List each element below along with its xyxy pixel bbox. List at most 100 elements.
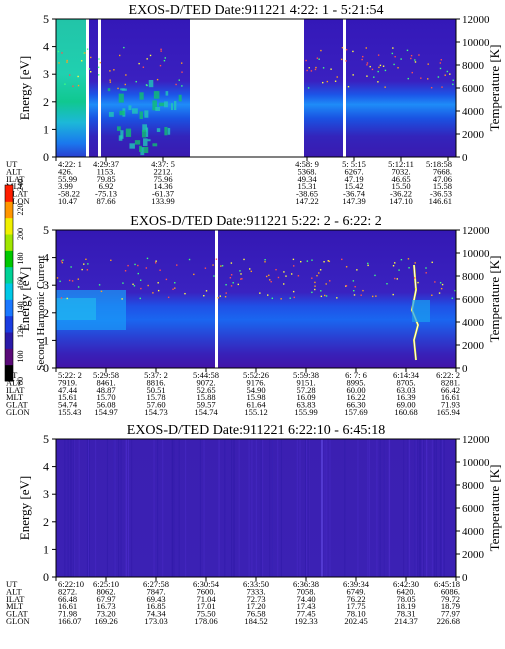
y2-tick-label: 6000 [462, 294, 485, 306]
spectrogram-streak [72, 439, 74, 577]
y2-tick-label: 2000 [462, 340, 485, 352]
temperature-point [220, 265, 222, 267]
spectrogram-streak [269, 439, 271, 577]
temperature-point [449, 73, 451, 75]
temperature-point [314, 288, 316, 291]
axis-row-value: 69.00 [396, 400, 415, 410]
spectrogram-streak [262, 439, 264, 577]
temperature-point [441, 283, 444, 286]
temperature-point [167, 296, 170, 299]
colorbar-tick-label: 140 [16, 302, 25, 314]
colorbar-segment [5, 283, 13, 300]
spectrogram-streak [131, 439, 133, 577]
axis-row-value: -36.22 [390, 189, 412, 199]
temperature-point [427, 78, 429, 80]
spectrogram-streak [443, 439, 445, 577]
temperature-point [118, 54, 121, 57]
spectrogram-block [108, 111, 114, 117]
spectrogram-block [152, 100, 157, 111]
temperature-point [369, 65, 371, 68]
temperature-point [311, 291, 313, 294]
axis-row-value: -75.13 [95, 189, 117, 199]
data-gap [86, 19, 89, 157]
y2-tick-label: 0 [462, 152, 468, 164]
temperature-point [393, 63, 395, 66]
temperature-point [86, 269, 89, 271]
temperature-point [230, 262, 233, 264]
temperature-point [292, 258, 295, 261]
spectrogram-block [143, 138, 148, 146]
spectrogram-streak [306, 439, 308, 577]
spectrogram-block [156, 128, 161, 132]
spectrogram-block [164, 101, 168, 108]
axis-row-value: 61.64 [246, 400, 266, 410]
spectrogram-streak [86, 439, 88, 577]
temperature-point [265, 275, 268, 278]
spectrogram-streak [224, 439, 226, 577]
temperature-point [398, 269, 400, 271]
axis-row-value: -38.65 [296, 189, 318, 199]
spectrogram-streak [329, 439, 331, 577]
axis-row-value: 155.99 [294, 407, 317, 417]
y2-axis-label: Temperature [K] [487, 465, 502, 552]
temperature-point [164, 57, 166, 59]
temperature-point [377, 54, 380, 56]
temperature-point [221, 265, 224, 267]
spectrogram-streak [70, 439, 72, 577]
axis-row-value: 165.94 [437, 407, 461, 417]
temperature-point [420, 77, 422, 79]
spectrogram-streak [422, 439, 424, 577]
colorbar-segment [5, 217, 13, 235]
temperature-point [446, 70, 449, 73]
temperature-point [308, 67, 310, 69]
spectrogram-block [139, 92, 144, 100]
axis-row-value: 178.06 [194, 616, 217, 626]
temperature-point [77, 84, 80, 87]
spectrogram-block [119, 110, 125, 116]
axis-row-value: 18.19 [396, 601, 415, 611]
y2-tick-label: 4000 [462, 526, 485, 538]
spectrogram-streak [280, 439, 282, 577]
axis-row-value: -36.53 [430, 189, 452, 199]
axis-row-value: 8281. [441, 377, 460, 387]
temperature-point [411, 71, 413, 74]
axis-row-value: 14.36 [153, 181, 172, 191]
axis-row-value: 79.72 [441, 594, 460, 604]
spectrogram-streak [120, 439, 122, 577]
temperature-point [316, 57, 319, 59]
spectrogram-streak [78, 439, 80, 577]
temperature-point [163, 59, 166, 62]
axis-row-value: 66.30 [346, 400, 365, 410]
spectrogram-streak [277, 439, 279, 577]
axis-row-value: 155.12 [244, 407, 267, 417]
axis-row-value: 17.43 [296, 601, 315, 611]
temperature-point [374, 274, 376, 277]
axis-row-value: 57.60 [146, 400, 165, 410]
temperature-point [86, 48, 89, 50]
axis-row-value: 76.22 [346, 594, 365, 604]
spectrogram-streak [307, 439, 309, 577]
axis-row-label: UT [6, 579, 18, 589]
colorbar-frame [4, 184, 14, 382]
temperature-point [341, 258, 343, 261]
temperature-point [366, 62, 369, 64]
temperature-point [353, 294, 356, 296]
spectrogram-block [144, 110, 149, 118]
y2-axis-label: Temperature [K] [487, 256, 502, 343]
temperature-point [400, 258, 403, 261]
axis-row-value: 72.73 [246, 594, 265, 604]
temperature-point [239, 270, 241, 272]
axis-row-value: 9151. [296, 377, 315, 387]
axis-row-value: 160.68 [394, 407, 417, 417]
spectrogram-streak [357, 439, 359, 577]
temperature-point [367, 264, 369, 267]
axis-row-value: 78.10 [346, 609, 365, 619]
axis-row-value: 7847. [146, 586, 165, 596]
temperature-point [367, 262, 369, 265]
temperature-point [275, 268, 277, 271]
axis-row-value: -58.22 [58, 189, 80, 199]
temperature-point [297, 275, 300, 277]
axis-row-value: 226.68 [437, 616, 460, 626]
temperature-point [392, 293, 394, 296]
